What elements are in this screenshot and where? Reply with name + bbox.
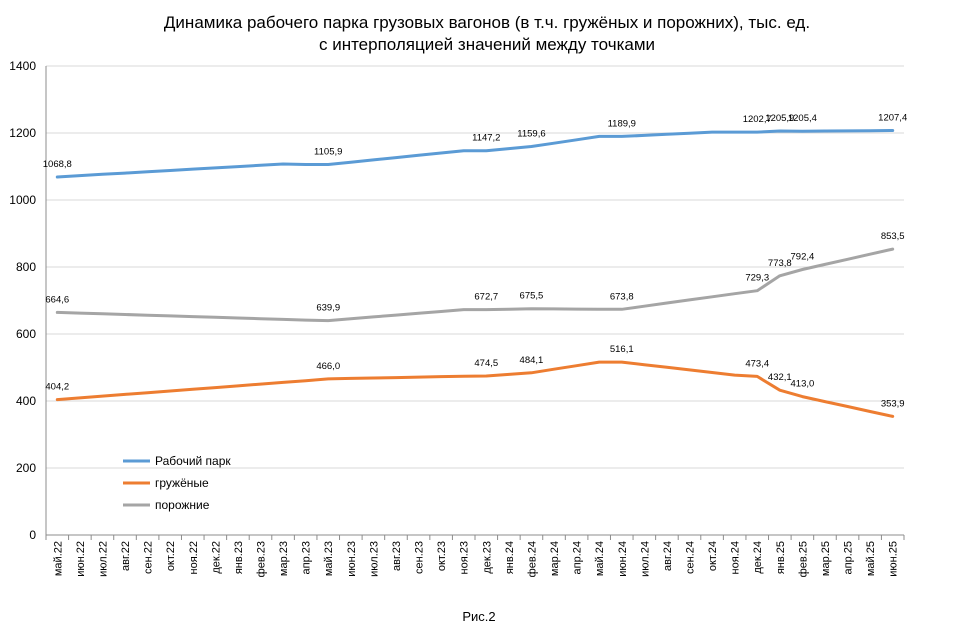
axes <box>45 66 905 540</box>
x-tick-label: авг.22 <box>120 541 132 571</box>
x-tick-label: сен.23 <box>414 541 426 574</box>
x-tick-label: мар.25 <box>820 541 832 576</box>
data-label: 516,1 <box>610 344 634 355</box>
figure-caption: Рис.2 <box>462 609 495 624</box>
x-tick-label: июн.25 <box>888 541 900 577</box>
data-label: 639,9 <box>316 303 340 314</box>
x-tick-label: май.23 <box>323 541 335 576</box>
x-tick-label: фев.23 <box>256 541 268 577</box>
legend-label: гружёные <box>155 476 209 490</box>
x-tick-label: май.22 <box>52 541 64 576</box>
data-label: 474,5 <box>474 358 498 369</box>
x-tick-label: ноя.24 <box>730 541 742 574</box>
x-tick-label: апр.24 <box>572 541 584 574</box>
x-tick-label: июл.24 <box>639 541 651 577</box>
data-label: 792,4 <box>791 252 815 263</box>
x-tick-label: июн.23 <box>346 541 358 577</box>
legend-label: порожние <box>155 498 210 512</box>
data-label: 673,8 <box>610 291 634 302</box>
y-tick-label: 0 <box>29 528 36 542</box>
data-label: 353,9 <box>881 398 905 409</box>
data-label: 413,0 <box>791 379 815 390</box>
x-tick-label: авг.23 <box>391 541 403 571</box>
data-label: 466,0 <box>316 361 340 372</box>
data-label: 773,8 <box>768 258 792 269</box>
legend-label: Рабочий парк <box>155 454 231 468</box>
x-tick-label: ноя.23 <box>459 541 471 574</box>
series-line-2 <box>55 360 895 418</box>
x-tick-label: апр.25 <box>843 541 855 574</box>
data-label: 729,3 <box>745 273 769 284</box>
x-tick-label: сен.24 <box>685 541 697 574</box>
series-line-1 <box>55 129 895 179</box>
x-tick-label: июл.23 <box>368 541 380 577</box>
data-label: 432,1 <box>768 372 792 383</box>
x-tick-label: янв.25 <box>775 541 787 574</box>
x-tick-label: фев.24 <box>526 541 538 577</box>
data-label: 1207,4 <box>878 113 907 124</box>
x-axis-ticks: май.22 июн.22 июл.22 авг.22 сен.22 окт.22 ноя.… <box>52 541 899 577</box>
y-tick-label: 200 <box>16 461 36 475</box>
y-tick-label: 600 <box>16 327 36 341</box>
chart-title: Динамика рабочего парка грузовых вагонов… <box>164 13 810 32</box>
series-lines <box>55 129 895 418</box>
data-label: 1205,4 <box>788 113 817 124</box>
x-tick-label: июл.22 <box>97 541 109 577</box>
data-label: 675,5 <box>520 291 544 302</box>
x-tick-label: янв.24 <box>504 541 516 574</box>
x-tick-label: мар.23 <box>278 541 290 576</box>
x-tick-label: май.25 <box>865 541 877 576</box>
x-tick-label: сен.22 <box>143 541 155 574</box>
x-tick-label: фев.25 <box>797 541 809 577</box>
data-label: 1189,9 <box>608 118 636 129</box>
data-label: 672,7 <box>474 292 498 303</box>
x-tick-label: дек.24 <box>752 541 764 574</box>
chart-subtitle: с интерполяцией значений между точками <box>319 35 655 54</box>
x-tick-label: янв.23 <box>233 541 245 574</box>
y-axis-ticks: 0 200 400 600 800 1000 1200 1400 <box>9 59 36 542</box>
y-tick-label: 1200 <box>9 126 36 140</box>
data-label: 1202,7 <box>743 114 772 125</box>
y-tick-label: 1400 <box>9 59 36 73</box>
x-tick-label: апр.23 <box>301 541 313 574</box>
grid-lines <box>46 65 904 469</box>
data-label: 1159,6 <box>517 129 545 140</box>
x-tick-label: окт.22 <box>165 541 177 571</box>
y-tick-label: 800 <box>16 260 36 274</box>
legend: Рабочий парк гружёные порожние <box>123 454 231 512</box>
x-tick-label: ноя.22 <box>188 541 200 574</box>
x-tick-label: июн.22 <box>75 541 87 577</box>
x-tick-label: дек.22 <box>210 541 222 574</box>
data-label: 1105,9 <box>314 147 342 158</box>
series-line-3 <box>55 247 895 323</box>
data-label: 404,2 <box>45 382 69 393</box>
x-tick-label: окт.23 <box>436 541 448 571</box>
data-label: 1205,9 <box>765 113 794 124</box>
data-label: 664,6 <box>45 294 69 305</box>
x-tick-label: авг.24 <box>662 541 674 571</box>
data-label: 473,4 <box>745 358 769 369</box>
data-label: 1068,8 <box>43 159 72 170</box>
x-tick-label: июн.24 <box>617 541 629 577</box>
data-label: 484,1 <box>520 355 544 366</box>
x-tick-label: май.24 <box>594 541 606 576</box>
y-tick-label: 400 <box>16 394 36 408</box>
data-label: 853,5 <box>881 231 905 242</box>
x-tick-label: окт.24 <box>707 541 719 571</box>
x-tick-label: мар.24 <box>549 541 561 576</box>
data-label: 1147,2 <box>472 133 500 144</box>
y-tick-label: 1000 <box>9 193 36 207</box>
x-tick-label: дек.23 <box>481 541 493 574</box>
